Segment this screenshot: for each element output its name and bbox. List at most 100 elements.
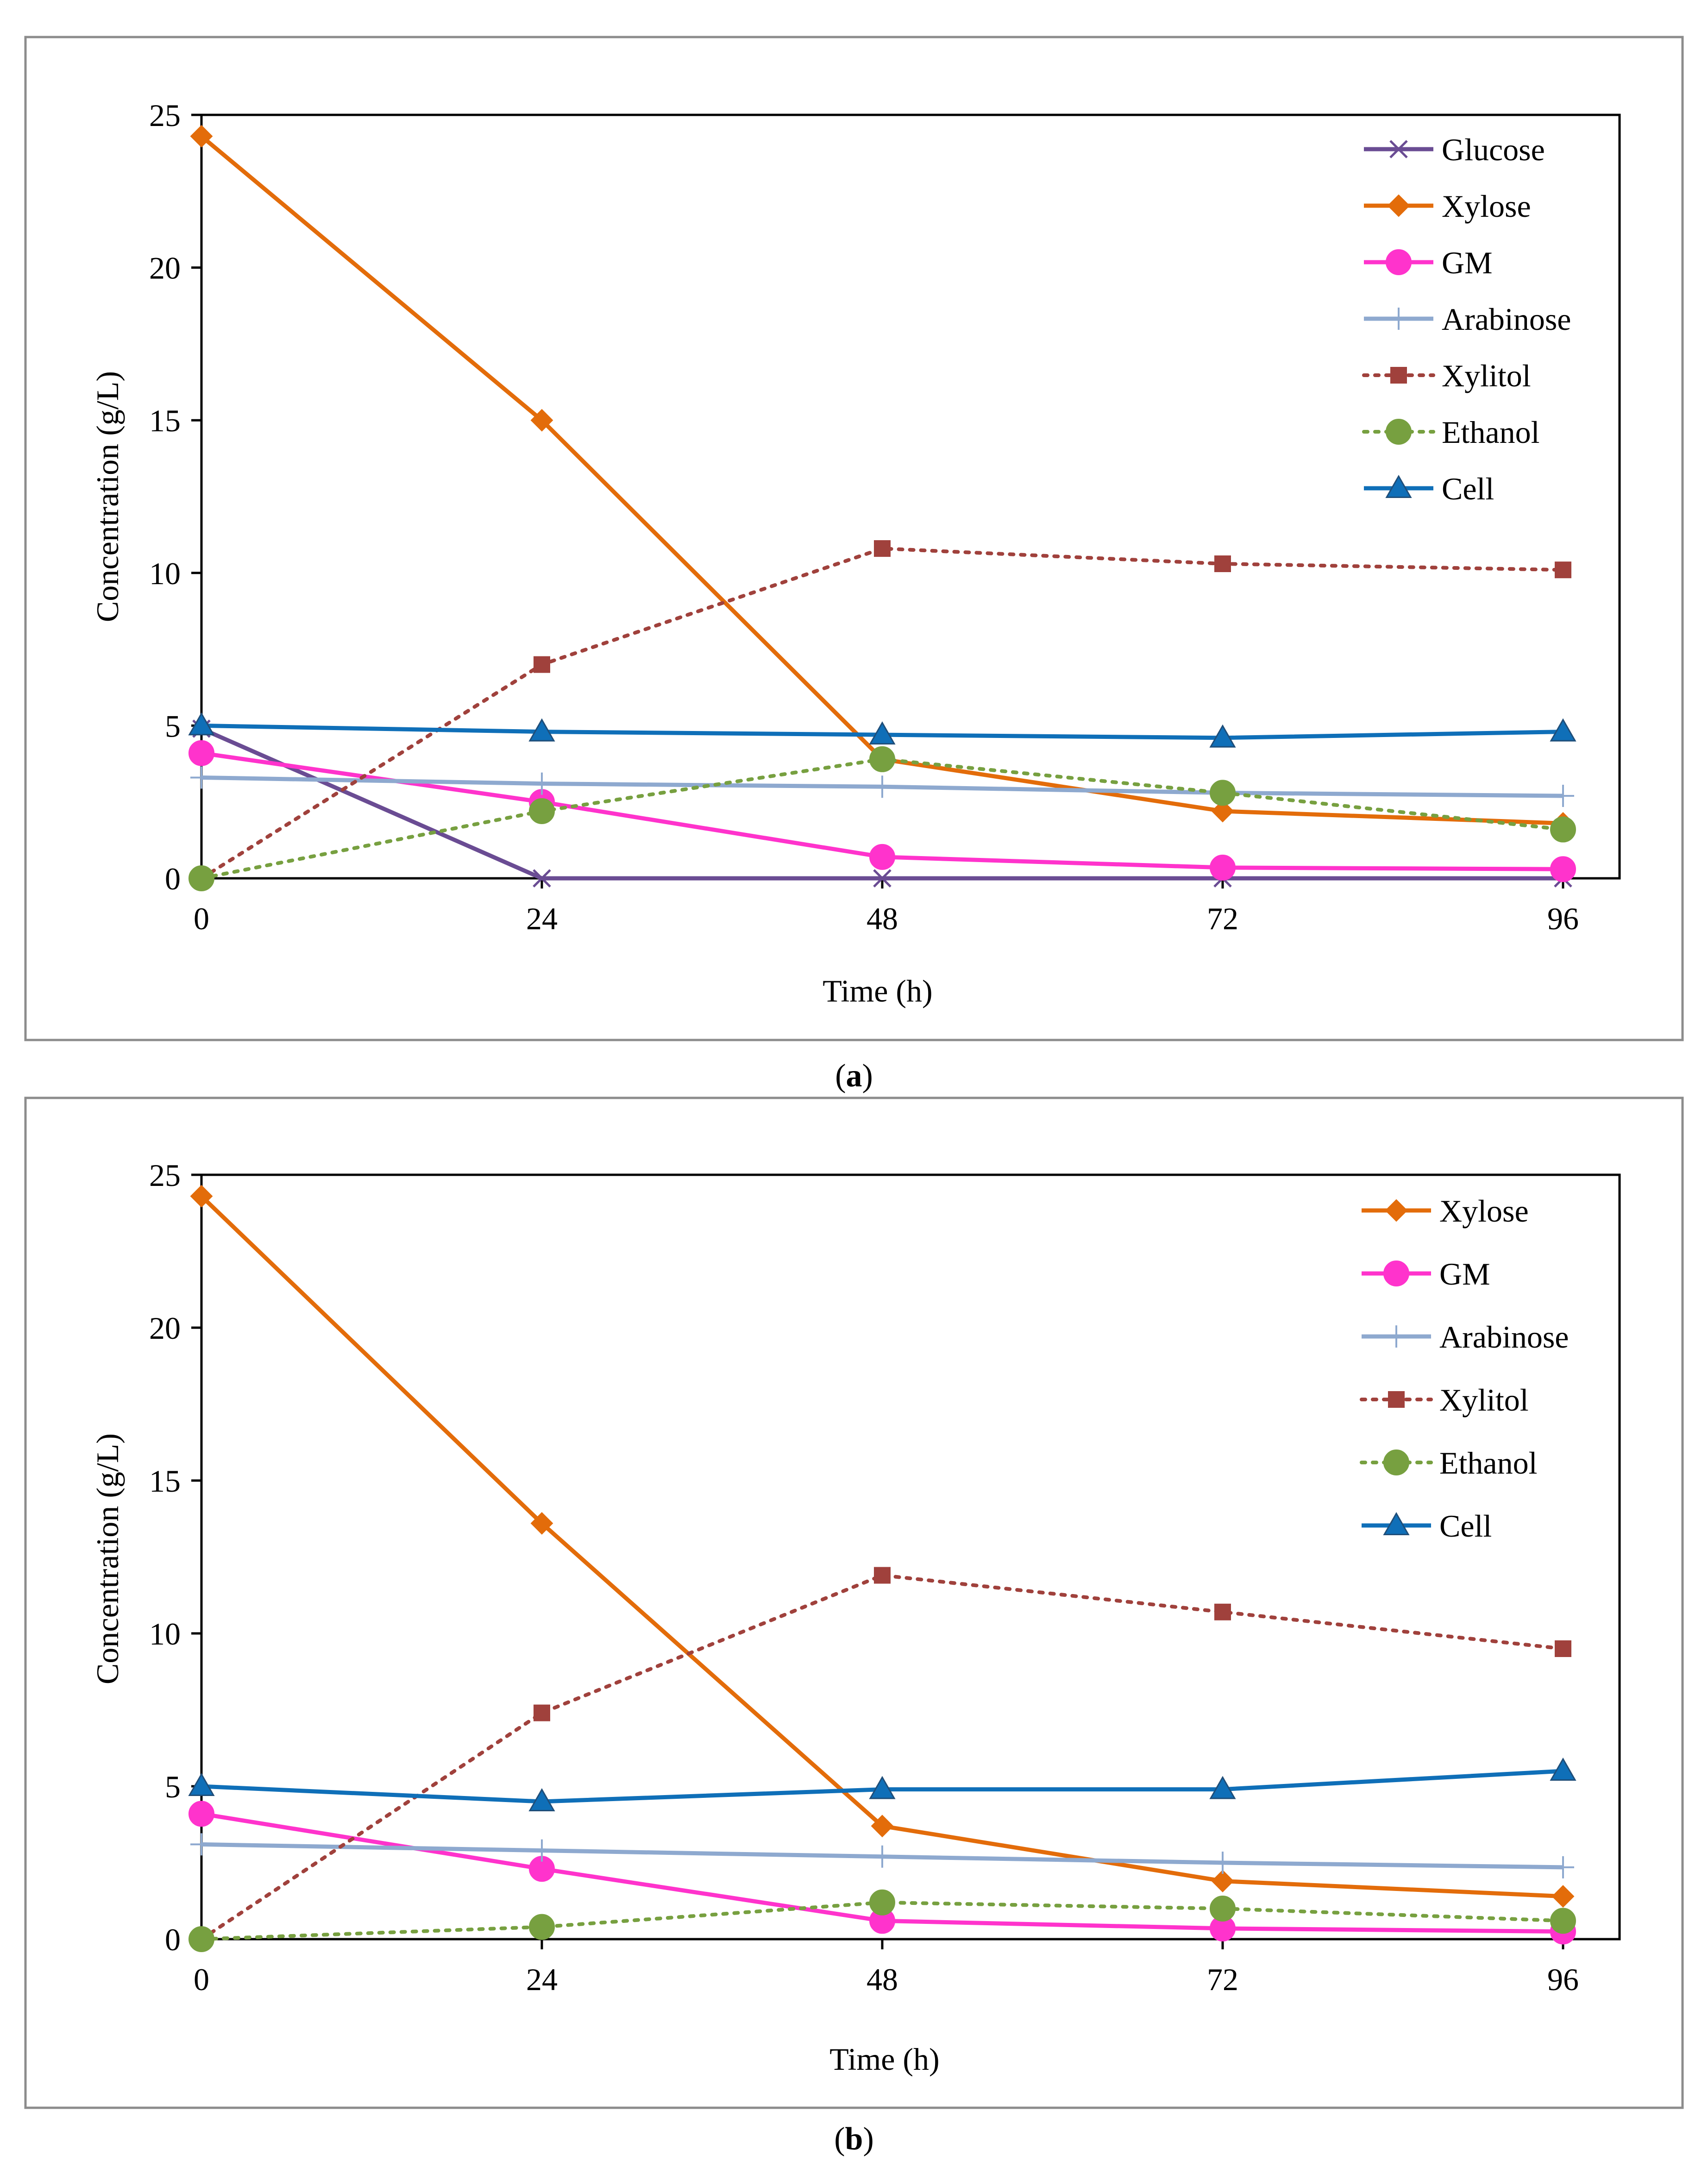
panel-a-point-cell-1 — [528, 718, 555, 742]
panel-b-point-gm-0 — [188, 1801, 214, 1827]
panel-a-legend-marker-ethanol — [1386, 419, 1412, 445]
panel-a-x-tick-label-2: 48 — [867, 901, 898, 936]
panel-b-x-tick-label-0: 0 — [194, 1962, 209, 1997]
panel-b-legend-marker-ethanol — [1383, 1450, 1409, 1475]
panel-b-point-xylitol-3 — [1214, 1603, 1231, 1620]
panel-a-point-ethanol-1 — [529, 798, 555, 824]
panel-a-legend-marker-arabinose — [1388, 308, 1410, 330]
panel-a-point-xylitol-4 — [1555, 561, 1571, 579]
panel-a-point-xylose-3 — [1211, 800, 1234, 823]
panel-a-legend-label-cell: Cell — [1442, 471, 1494, 506]
panel-b-point-ethanol-2 — [869, 1889, 895, 1916]
panel-b-point-xylitol-4 — [1555, 1640, 1571, 1657]
panel-b-x-tick-label-3: 72 — [1207, 1962, 1238, 1997]
panel-b-series-line-xylitol — [200, 1573, 1565, 1941]
panel-a-legend-label-glucose: Glucose — [1442, 132, 1545, 167]
panel-a-legend-marker-cell — [1385, 474, 1412, 498]
panel-b-point-cell-1 — [528, 1788, 555, 1811]
panel-b-point-arabinose-3 — [1212, 1852, 1234, 1874]
panel-b-legend-label-arabinose: Arabinose — [1439, 1319, 1569, 1355]
panel-a-caption: (a) — [835, 1058, 873, 1094]
panel-a-y-tick-label-2: 10 — [149, 556, 181, 591]
panel-a: 0 5 10 15 20 25 0 24 48 72 96 Glucose Xylose GM Arab… — [24, 36, 1684, 1041]
panel-b-x-tick-label-1: 24 — [526, 1962, 558, 1997]
panel-a-point-gm-0 — [188, 740, 214, 766]
panel-a-legend-marker-xylose — [1387, 194, 1410, 217]
panel-a-frame — [24, 36, 1684, 1041]
panel-a-y-tick-label-1: 5 — [165, 708, 181, 744]
panel-b-point-cell-0 — [188, 1772, 215, 1796]
panel-b-y-tick-label-1: 5 — [165, 1769, 181, 1804]
panel-b-legend-label-xylose: Xylose — [1439, 1193, 1529, 1229]
panel-b-legend-marker-cell — [1383, 1512, 1410, 1535]
panel-b-plot-area — [200, 1173, 1621, 1941]
panel-b-point-xylitol-1 — [534, 1704, 550, 1721]
panel-a-point-cell-0 — [188, 712, 215, 736]
panel-a-point-ethanol-0 — [188, 865, 214, 891]
panel-a-legend: Glucose Xylose GM Arabinose Xylitol Ethanol Ce… — [1362, 132, 1571, 506]
panel-b-y-axis: 0 5 10 15 20 25 — [149, 1158, 201, 1957]
panel-b-point-xylose-4 — [1551, 1885, 1575, 1908]
panel-a-legend-marker-glucose — [1389, 140, 1408, 158]
panel-b-point-xylose-2 — [871, 1815, 894, 1838]
panel-b-point-ethanol-0 — [188, 1926, 214, 1952]
panel-b-y-tick-label-5: 25 — [149, 1158, 181, 1193]
panel-a-series — [188, 125, 1576, 891]
panel-b-x-axis-label: Time (h) — [829, 2042, 939, 2077]
panel-a-point-ethanol-3 — [1210, 780, 1236, 806]
panel-b-x-tick-label-2: 48 — [867, 1962, 898, 1997]
panel-b-point-arabinose-1 — [531, 1839, 553, 1862]
panel-b-legend-marker-xylose — [1385, 1199, 1408, 1222]
panel-b-point-xylose-0 — [190, 1185, 213, 1208]
panel-a-point-cell-4 — [1550, 718, 1576, 742]
panel-a-point-glucose-1 — [533, 869, 551, 888]
panel-a-legend-marker-xylitol — [1390, 367, 1407, 384]
panel-a-legend-label-ethanol: Ethanol — [1442, 415, 1540, 450]
panel-b-y-tick-label-4: 20 — [149, 1311, 181, 1346]
panel-a-point-ethanol-4 — [1550, 816, 1576, 843]
panel-a-x-axis: 0 24 48 72 96 — [194, 878, 1579, 936]
panel-b-point-arabinose-4 — [1552, 1856, 1574, 1878]
panel-b-point-xylose-1 — [530, 1512, 553, 1535]
panel-b-legend-label-cell: Cell — [1439, 1508, 1492, 1544]
panel-a-x-tick-label-1: 24 — [526, 901, 558, 936]
panel-a-point-gm-4 — [1550, 856, 1576, 882]
panel-a-x-tick-label-3: 72 — [1207, 901, 1238, 936]
panel-b-series — [188, 1185, 1576, 1952]
panel-a-series-line-xylitol — [200, 547, 1565, 880]
panel-a-point-xylose-1 — [530, 409, 553, 432]
panel-b-point-ethanol-1 — [529, 1914, 555, 1940]
panel-a-point-ethanol-2 — [869, 746, 895, 772]
panel-a-x-axis-label: Time (h) — [823, 973, 932, 1008]
panel-b-y-axis-label: Concentration (g/L) — [90, 1433, 125, 1684]
panel-b-legend-label-gm: GM — [1439, 1256, 1490, 1292]
panel-b-point-cell-3 — [1209, 1776, 1236, 1799]
panel-b-legend-label-xylitol: Xylitol — [1439, 1382, 1529, 1418]
panel-b-point-ethanol-4 — [1550, 1908, 1576, 1934]
panel-b-point-arabinose-0 — [190, 1833, 213, 1856]
panel-b-point-cell-2 — [869, 1776, 896, 1799]
panel-b-frame — [24, 1097, 1684, 2109]
panel-a-point-cell-2 — [869, 721, 896, 745]
panel-b-legend-marker-arabinose — [1385, 1325, 1407, 1348]
panel-b-caption: (b) — [834, 2121, 874, 2157]
panel-a-point-xylitol-2 — [874, 540, 891, 557]
panel-a-y-axis: 0 5 10 15 20 25 — [149, 98, 201, 896]
panel-a-y-tick-label-4: 20 — [149, 251, 181, 286]
panel-a-series-line-xylose — [200, 134, 1564, 826]
panel-b-point-arabinose-2 — [871, 1845, 893, 1868]
panel-a-point-cell-3 — [1209, 724, 1236, 748]
panel-a-legend-label-gm: GM — [1442, 245, 1493, 280]
panel-a-point-gm-3 — [1210, 854, 1236, 881]
panel-a-point-glucose-2 — [873, 869, 892, 888]
panel-b-legend-marker-gm — [1383, 1260, 1409, 1286]
panel-a-legend-label-xylitol: Xylitol — [1442, 358, 1531, 393]
panel-a-point-arabinose-2 — [871, 775, 893, 798]
panel-b-legend: Xylose GM Arabinose Xylitol Ethanol Cell — [1360, 1193, 1569, 1544]
panel-a-point-arabinose-4 — [1552, 785, 1574, 807]
panel-a-y-tick-label-0: 0 — [165, 861, 181, 896]
panel-b-point-xylose-3 — [1211, 1870, 1234, 1893]
panel-a-point-xylitol-1 — [534, 656, 550, 673]
panel-a-point-xylose-0 — [190, 125, 213, 148]
